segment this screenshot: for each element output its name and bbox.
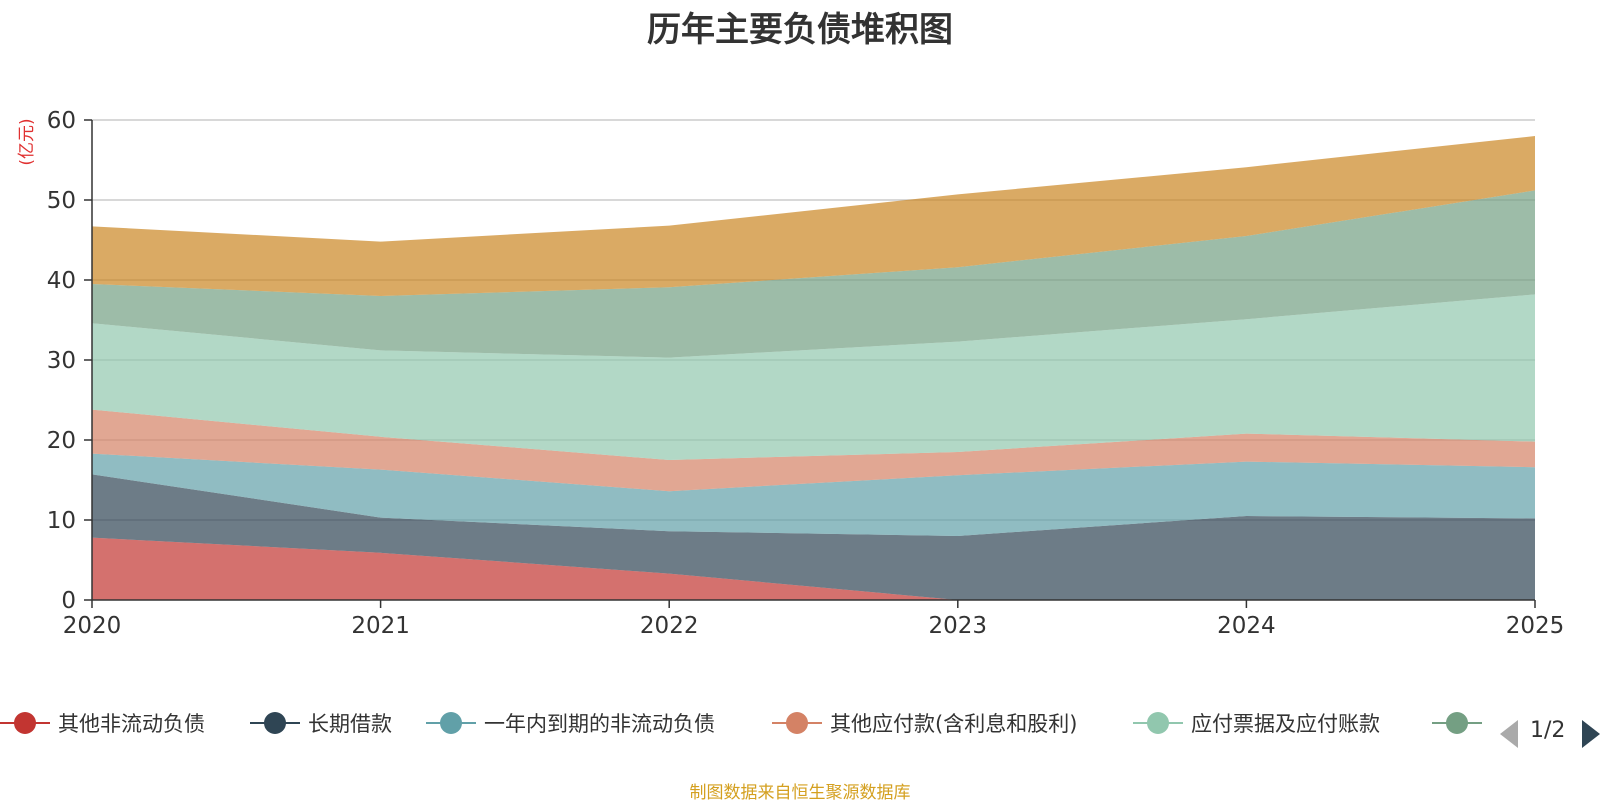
- legend-label: 其他非流动负债: [58, 712, 205, 736]
- legend-marker-icon: [426, 708, 476, 738]
- legend-marker-icon: [1133, 708, 1183, 738]
- y-tick-label: 10: [47, 508, 76, 534]
- x-tick-label: 2023: [929, 613, 988, 639]
- legend-label: 其他应付款(含利息和股利): [830, 712, 1078, 736]
- legend-marker-icon: [1432, 708, 1482, 738]
- legend-item[interactable]: 其他应付款(含利息和股利): [772, 708, 1077, 738]
- legend-marker-icon: [0, 708, 50, 738]
- data-source-note: 制图数据来自恒生聚源数据库: [689, 783, 911, 803]
- y-tick-label: 40: [47, 268, 76, 294]
- area-series-0: [92, 537, 1535, 600]
- y-tick-label: 50: [47, 188, 76, 214]
- legend-prev-page-icon[interactable]: [1500, 720, 1518, 748]
- area-series-1: [92, 474, 1535, 600]
- chart-title: 历年主要负债堆积图: [647, 10, 953, 50]
- y-axis-unit-label: (亿元): [17, 118, 37, 165]
- x-tick-label: 2020: [63, 613, 122, 639]
- y-tick-label: 60: [47, 108, 76, 134]
- y-tick-label: 20: [47, 428, 76, 454]
- legend-item[interactable]: [1432, 708, 1482, 738]
- legend-item[interactable]: 一年内到期的非流动负债: [426, 708, 715, 738]
- area-series-4: [92, 294, 1535, 460]
- x-tick-label: 2021: [351, 613, 410, 639]
- legend: 其他非流动负债 长期借款 一年内到期的非流动负债 其他应付款(含利息和股利) 应付票据及…: [0, 700, 1600, 748]
- y-tick-label: 30: [47, 348, 76, 374]
- legend-marker-icon: [250, 708, 300, 738]
- area-series-6: [92, 136, 1535, 296]
- x-tick-label: 2025: [1506, 613, 1565, 639]
- area-series-2: [92, 453, 1535, 536]
- legend-item[interactable]: 应付票据及应付账款: [1133, 708, 1380, 738]
- stacked-areas: [92, 136, 1535, 600]
- legend-label: 长期借款: [308, 712, 392, 736]
- legend-next-page-icon[interactable]: [1582, 720, 1600, 748]
- legend-marker-icon: [772, 708, 822, 738]
- x-tick-label: 2022: [640, 613, 699, 639]
- legend-page-indicator: 1/2: [1530, 718, 1566, 743]
- axes: 0 10 20 30 40 50 60 2020 2021 2022 2023 2024 2025: [47, 108, 1565, 639]
- legend-label: 一年内到期的非流动负债: [484, 712, 715, 736]
- legend-label: 应付票据及应付账款: [1191, 712, 1380, 736]
- legend-item[interactable]: 其他非流动负债: [0, 708, 205, 738]
- legend-item[interactable]: 长期借款: [250, 708, 392, 738]
- area-series-3: [92, 409, 1535, 492]
- y-tick-label: 0: [61, 588, 76, 614]
- area-series-5: [92, 190, 1535, 358]
- x-tick-label: 2024: [1217, 613, 1276, 639]
